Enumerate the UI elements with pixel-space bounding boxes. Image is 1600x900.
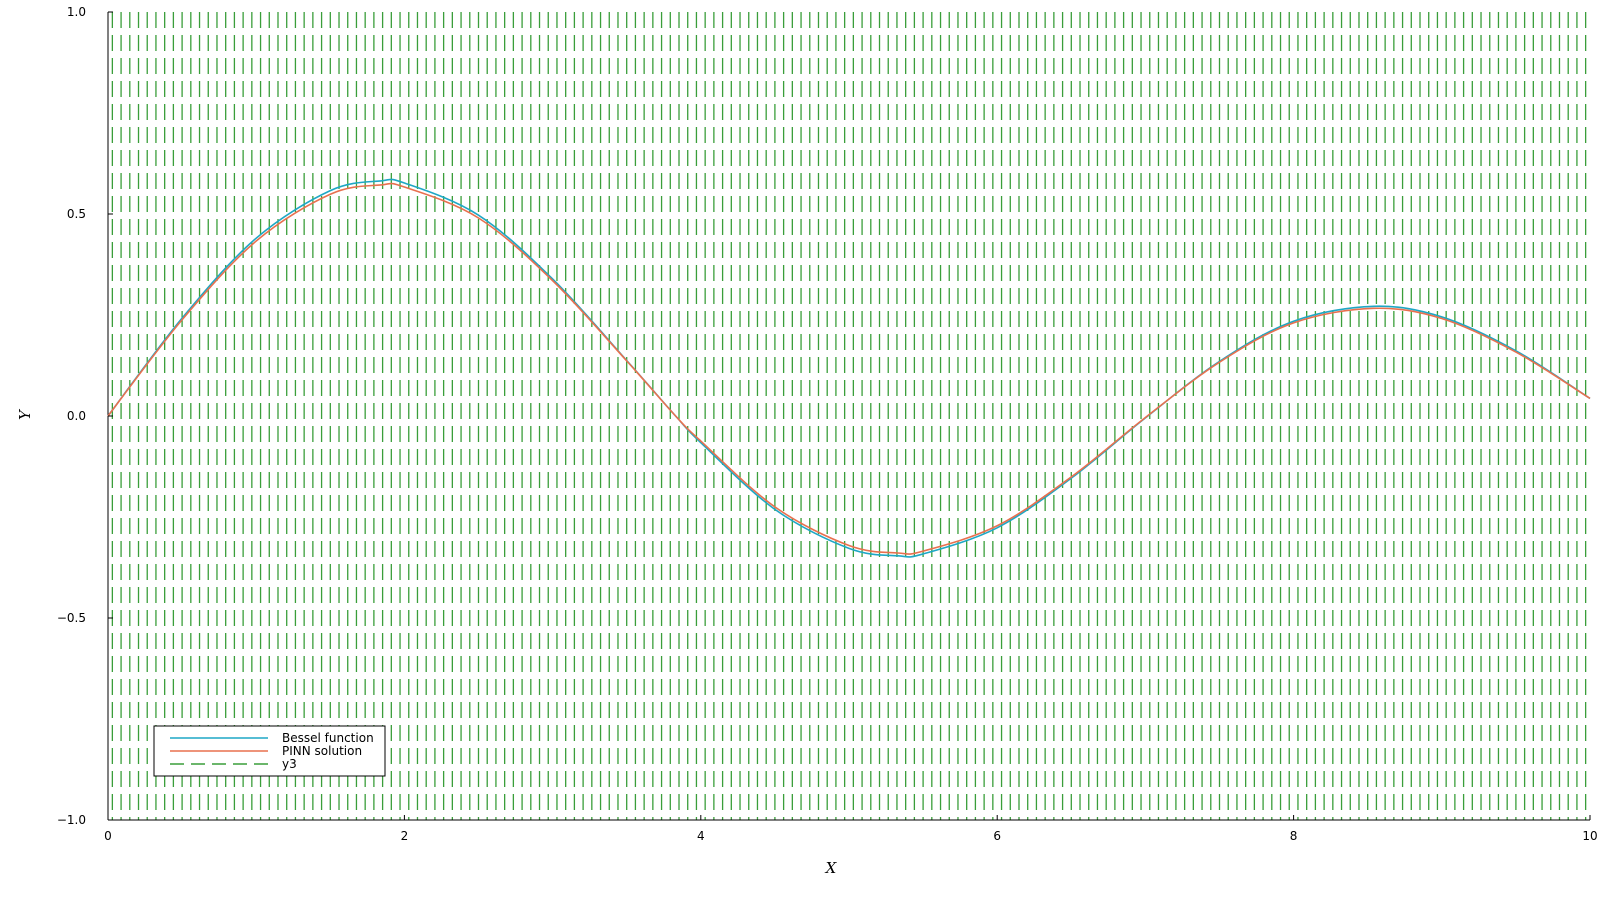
bessel-function-line [107, 178, 1591, 558]
series-layer [107, 178, 1591, 558]
y-tick-label: −0.5 [57, 611, 86, 625]
y3-series-layer [111, 12, 1587, 820]
legend-label: y3 [282, 757, 297, 771]
y-tick-label: 0.0 [67, 409, 86, 423]
legend-label: PINN solution [282, 744, 362, 758]
pinn-solution-line [107, 182, 1591, 555]
y-tick-label: 0.5 [67, 207, 86, 221]
y-tick-label: −1.0 [57, 813, 86, 827]
y-axis-label: Y [16, 408, 34, 420]
x-axis-label: X [825, 859, 838, 877]
legend-label: Bessel function [282, 731, 374, 745]
ticks: 0 2 4 6 8 10 −1.0 −0.5 0.0 0.5 1.0 [57, 5, 1598, 843]
x-tick-label: 10 [1582, 829, 1597, 843]
x-tick-label: 8 [1290, 829, 1298, 843]
x-tick-label: 0 [104, 829, 112, 843]
x-tick-label: 2 [401, 829, 409, 843]
x-tick-label: 6 [993, 829, 1001, 843]
y-tick-label: 1.0 [67, 5, 86, 19]
x-tick-label: 4 [697, 829, 705, 843]
